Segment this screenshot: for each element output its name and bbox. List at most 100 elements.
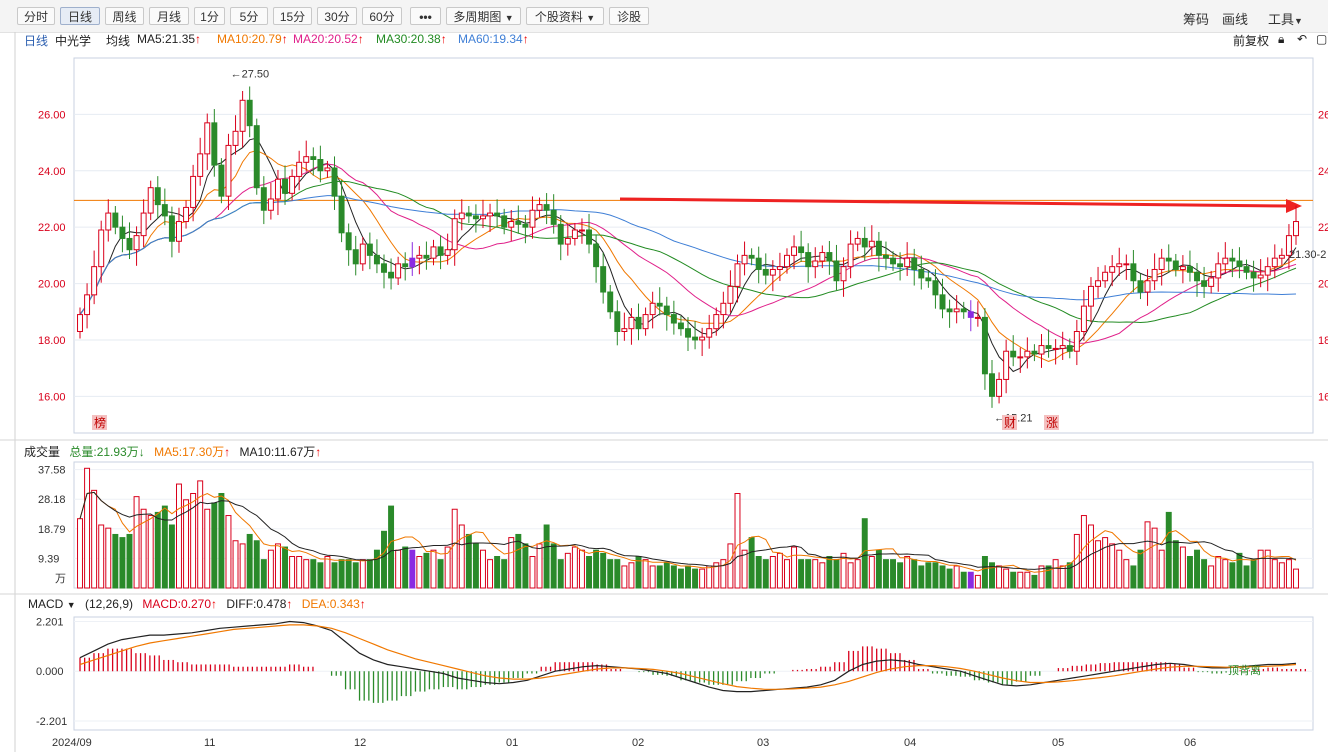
ma60-line	[79, 195, 1297, 315]
more-periods-button[interactable]: •••	[410, 7, 441, 25]
date-tick-label: 01	[506, 737, 518, 749]
stock-info-dropdown[interactable]: 个股资料 ▼	[526, 7, 604, 25]
volume-bar	[586, 556, 592, 589]
candle-body	[515, 221, 522, 225]
volume-bar	[373, 549, 380, 589]
volume-bar	[190, 493, 197, 589]
volume-bar	[451, 508, 458, 589]
volume-bar	[706, 565, 713, 589]
candle-body	[748, 254, 755, 259]
volume-bar	[656, 565, 663, 589]
candle-body	[536, 204, 543, 211]
candle-body	[953, 308, 960, 313]
multi-period-dropdown[interactable]: 多周期图 ▼	[446, 7, 521, 25]
period-toolbar: 分时 日线 周线 月线 1分 5分 15分 30分 60分 ••• 多周期图 ▼…	[0, 0, 1328, 33]
candle-body	[345, 232, 352, 251]
volume-bar	[826, 556, 833, 589]
tools-button[interactable]: 工具▼	[1268, 9, 1303, 28]
date-tick-label: 02	[632, 737, 644, 749]
tab-60min[interactable]: 60分	[362, 7, 402, 25]
volume-bar	[748, 537, 755, 589]
candle-body	[1151, 268, 1158, 282]
volume-bar	[154, 511, 161, 589]
volume-bar	[677, 568, 684, 589]
candle-body	[677, 322, 684, 330]
candle-body	[578, 229, 585, 232]
candle-body	[699, 336, 706, 341]
volume-bar	[232, 540, 239, 589]
volume-bar	[911, 559, 918, 589]
macd-title[interactable]: MACD ▼	[28, 597, 76, 611]
volume-bar	[932, 562, 939, 589]
tab-monthly[interactable]: 月线	[149, 7, 189, 25]
pane-frame	[73, 616, 1314, 731]
expand-icon[interactable]: ▢	[1316, 32, 1328, 46]
volume-bar	[267, 549, 274, 589]
candle-body	[472, 215, 479, 220]
candle-body	[1215, 263, 1222, 279]
adjust-button[interactable]: 前复权	[1233, 34, 1270, 48]
candle-body	[161, 204, 168, 217]
tab-30min[interactable]: 30分	[317, 7, 357, 25]
volume-bar	[409, 549, 416, 589]
tab-5min[interactable]: 5分	[230, 7, 268, 25]
volume-bar	[303, 559, 310, 589]
candle-body	[932, 280, 939, 296]
volume-bar	[1179, 546, 1186, 589]
candle-body	[289, 175, 296, 194]
candle-body	[395, 263, 402, 279]
candle-body	[621, 328, 628, 332]
candle-body	[649, 302, 656, 316]
candle-body	[1144, 280, 1151, 293]
tab-1min[interactable]: 1分	[194, 7, 225, 25]
volume-bar	[1186, 556, 1193, 589]
volume-bar	[423, 552, 430, 589]
volume-bar	[1293, 568, 1299, 589]
tab-15min[interactable]: 15分	[273, 7, 312, 25]
ma20-text: MA20:20.52	[293, 32, 358, 46]
volume-bar	[359, 559, 366, 589]
candle-body	[338, 195, 345, 234]
volume-bar	[776, 552, 783, 589]
undo-icon[interactable]: ↶	[1297, 32, 1308, 46]
up-arrow-icon: ↑	[211, 597, 218, 611]
volume-bar	[105, 527, 112, 589]
volume-bar	[1080, 515, 1087, 589]
volume-legend: 成交量 总量:21.93万↓ MA5:17.30万↑ MA10:11.67万↑	[24, 443, 321, 460]
date-tick-label: 2024/09	[52, 737, 92, 749]
volume-bar	[967, 571, 974, 589]
up-arrow-icon: ↑	[522, 32, 529, 46]
volume-bar	[197, 480, 204, 589]
dea-value-text: DEA:0.343	[301, 597, 360, 611]
ma10-value: MA10:20.79↑	[217, 32, 288, 46]
stock-info-label: 个股资料	[534, 10, 583, 24]
candle-body	[960, 308, 967, 313]
candle-body	[296, 161, 303, 177]
tab-fenshi[interactable]: 分时	[17, 7, 55, 25]
candle-body	[324, 167, 331, 172]
candle-body	[1137, 280, 1144, 293]
tab-weekly[interactable]: 周线	[105, 7, 144, 25]
diagnose-button[interactable]: 诊股	[609, 7, 649, 25]
volume-bar	[1052, 559, 1059, 589]
volume-bar	[1172, 540, 1179, 589]
candle-body	[147, 187, 154, 214]
candle-body	[642, 314, 649, 330]
candle-body	[1236, 260, 1243, 268]
volume-bar	[1144, 521, 1151, 589]
draw-line-button[interactable]: 画线	[1222, 12, 1249, 27]
volume-bar	[1222, 559, 1229, 589]
up-arrow-icon: ↑	[286, 597, 293, 611]
tab-daily[interactable]: 日线	[60, 7, 100, 25]
chips-button[interactable]: 筹码	[1183, 12, 1210, 27]
macd-dea-line	[79, 624, 1297, 690]
volume-bar	[225, 515, 232, 589]
volume-bar	[989, 562, 995, 589]
event-marker-bg	[1044, 415, 1059, 430]
macd-legend: MACD ▼ (12,26,9) MACD:0.270↑ DIFF:0.478↑…	[28, 597, 366, 611]
candle-body	[1052, 347, 1059, 350]
up-arrow-icon: ↑	[440, 32, 447, 46]
candle-body	[826, 252, 833, 262]
lock-icon[interactable]: 🔒︎	[1278, 32, 1285, 46]
